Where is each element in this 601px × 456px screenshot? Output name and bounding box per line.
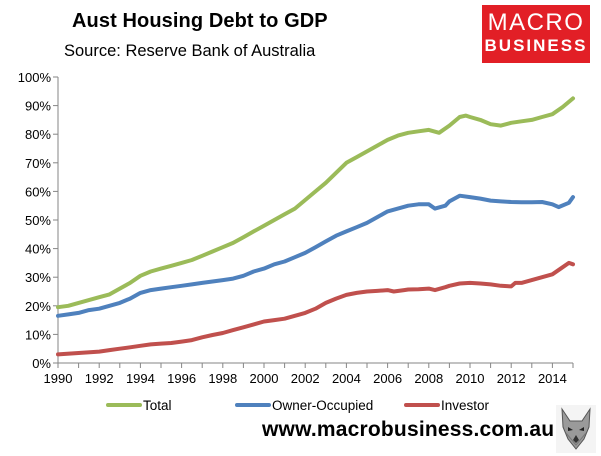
x-tick-label: 2004	[332, 371, 361, 386]
x-tick-label: 2006	[373, 371, 402, 386]
legend-label-owner-occupied: Owner-Occupied	[272, 398, 373, 413]
y-tick-label: 10%	[25, 327, 51, 342]
y-tick-label: 30%	[25, 270, 51, 285]
y-tick-label: 100%	[18, 70, 52, 85]
y-tick-label: 20%	[25, 299, 51, 314]
series-line-investor	[56, 260, 575, 357]
x-tick-label: 1994	[126, 371, 155, 386]
y-tick-label: 0%	[32, 356, 51, 371]
x-tick-label: 2014	[538, 371, 567, 386]
x-tick-label: 1998	[208, 371, 237, 386]
x-tick-label: 1996	[167, 371, 196, 386]
x-tick-label: 1990	[44, 371, 73, 386]
logo-line-2: BUSINESS	[484, 36, 588, 55]
y-tick-label: 60%	[25, 184, 51, 199]
y-tick-label: 80%	[25, 127, 51, 142]
x-tick-label: 1992	[85, 371, 114, 386]
x-tick-label: 2010	[456, 371, 485, 386]
y-tick-label: 90%	[25, 99, 51, 114]
wolf-head-icon	[556, 405, 596, 453]
x-tick-label: 2000	[250, 371, 279, 386]
y-tick-label: 40%	[25, 242, 51, 257]
website-url: www.macrobusiness.com.au	[262, 418, 555, 441]
y-tick-label: 70%	[25, 156, 51, 171]
chart-subtitle: Source: Reserve Bank of Australia	[64, 42, 316, 60]
x-tick-label: 2008	[414, 371, 443, 386]
series-line-owner-occupied	[56, 193, 575, 318]
legend-label-investor: Investor	[441, 398, 490, 413]
x-tick-label: 2002	[291, 371, 320, 386]
logo-line-1: MACRO	[487, 9, 585, 36]
chart-title: Aust Housing Debt to GDP	[72, 10, 328, 32]
series-line-total	[56, 96, 575, 310]
x-tick-label: 2012	[497, 371, 526, 386]
y-tick-label: 50%	[25, 213, 51, 228]
legend-label-total: Total	[143, 398, 172, 413]
macrobusiness-logo: MACRO BUSINESS	[482, 5, 590, 63]
